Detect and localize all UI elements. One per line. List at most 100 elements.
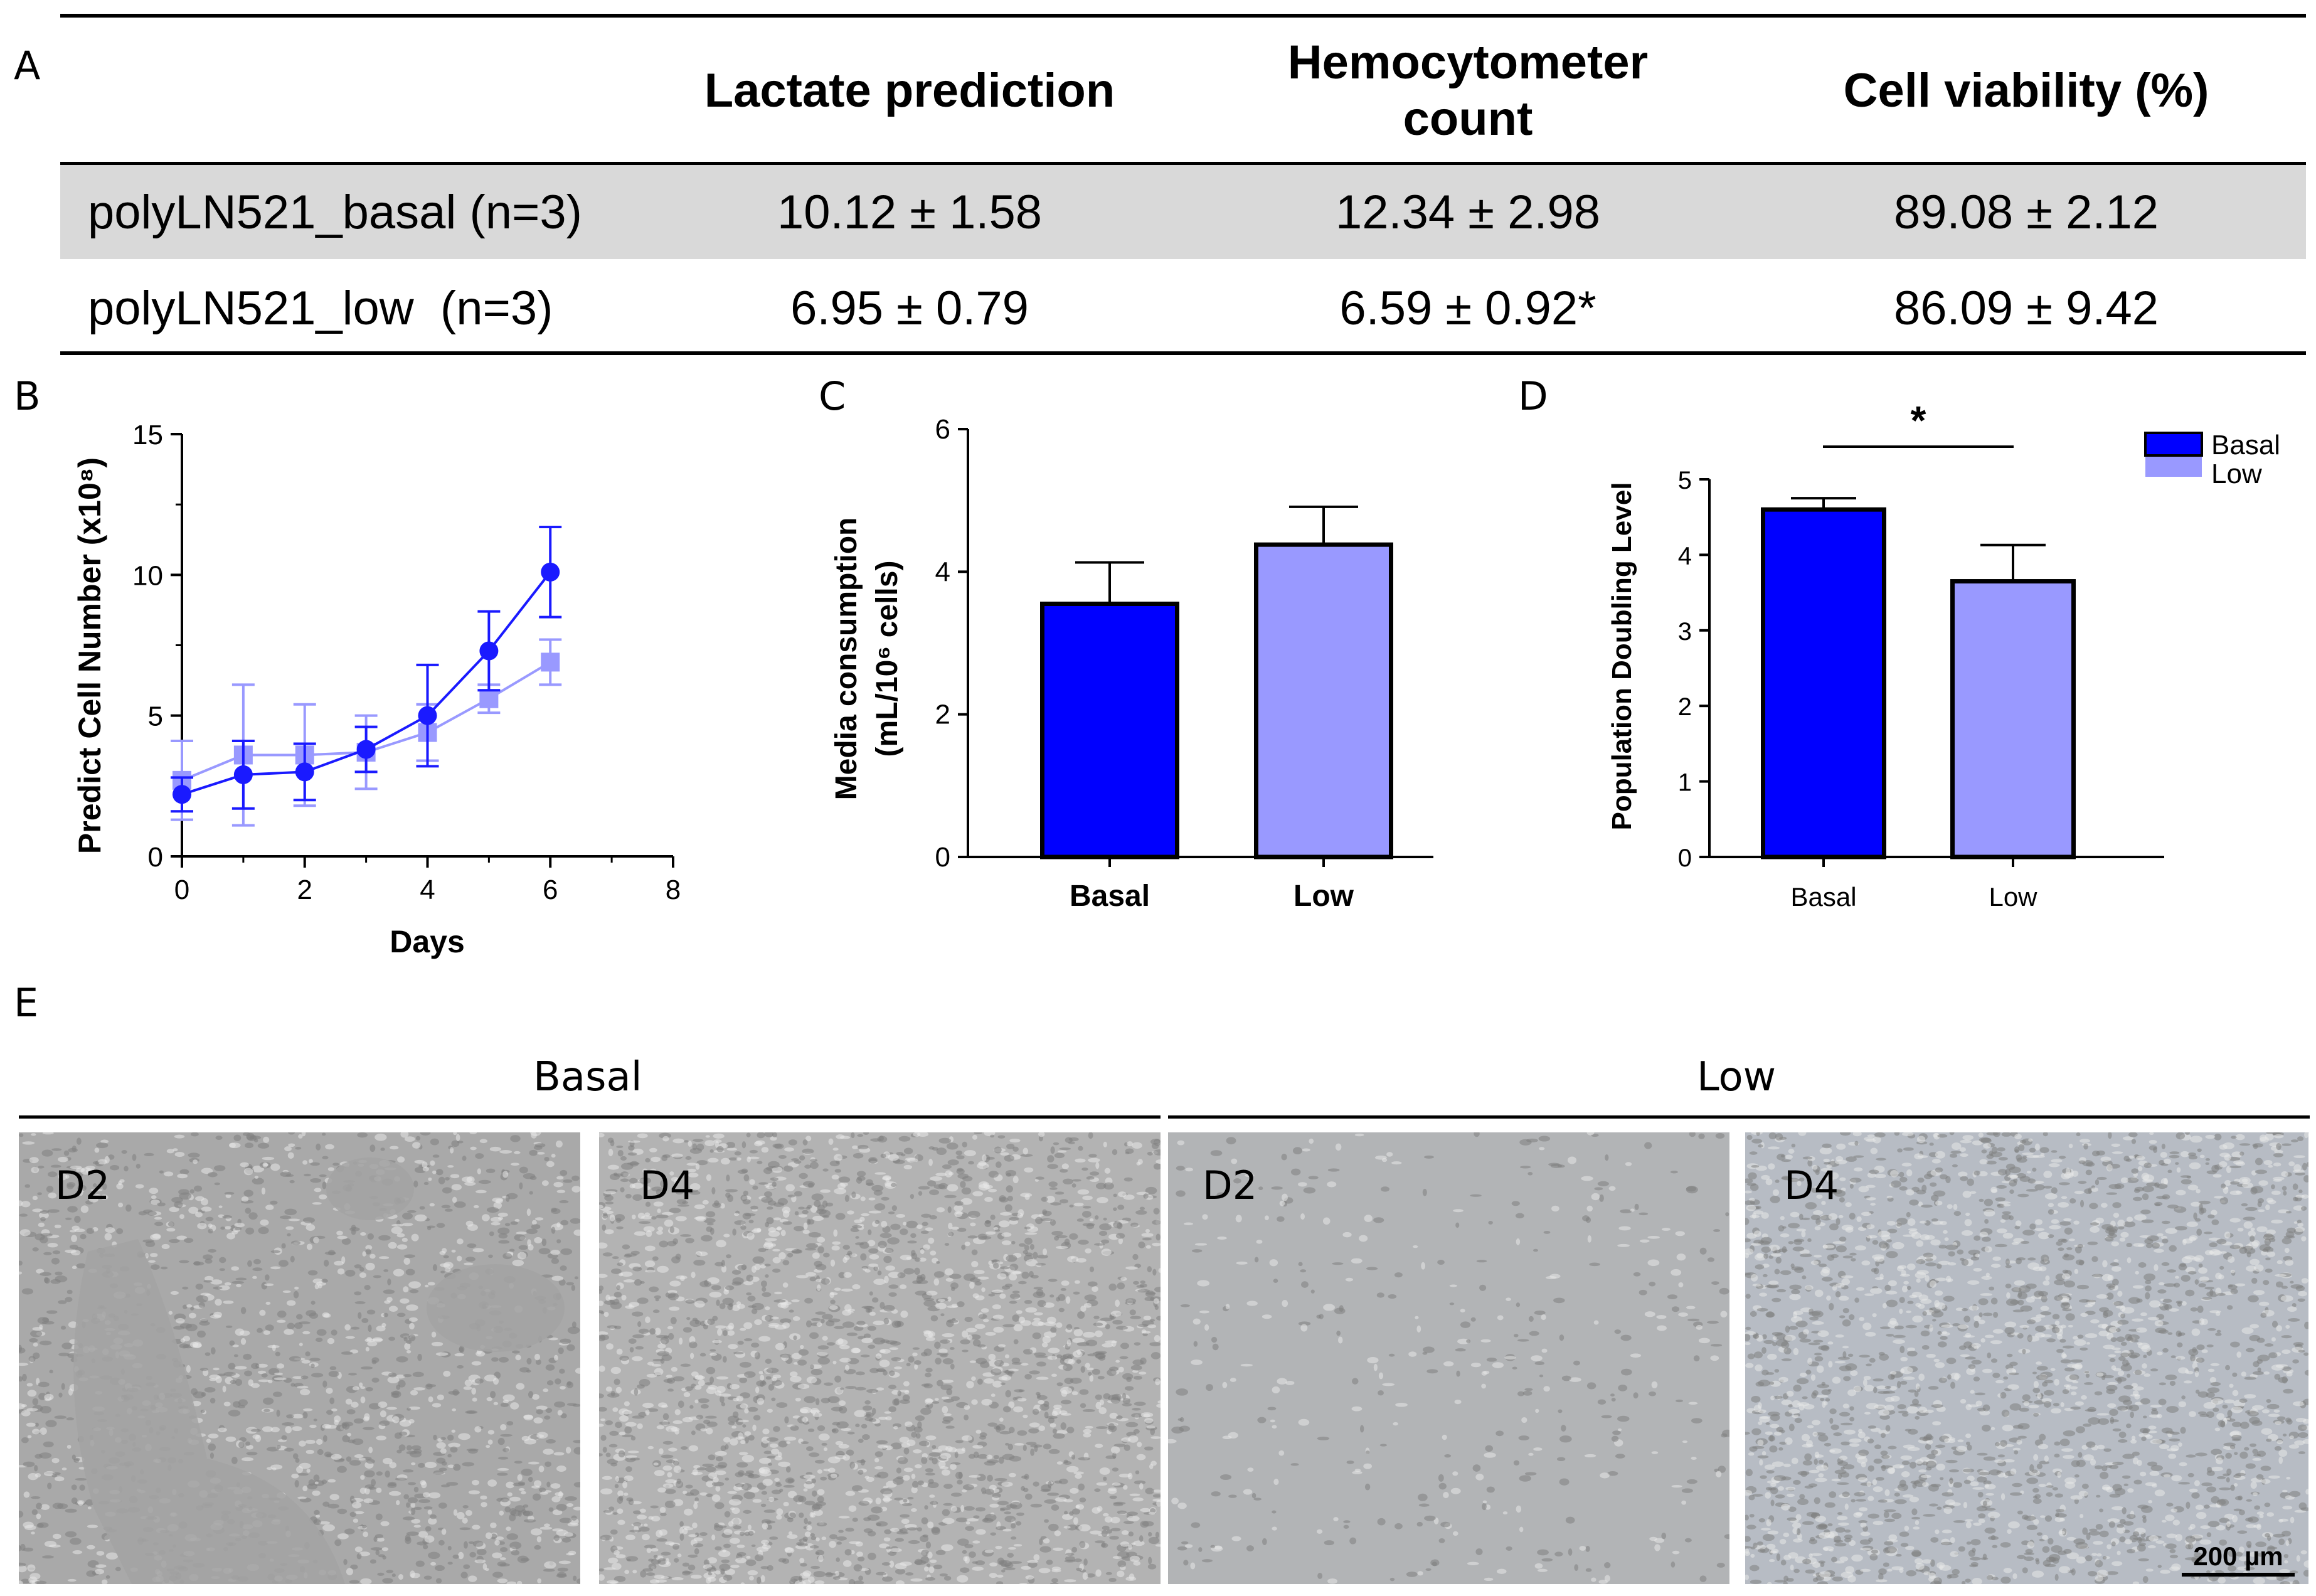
cell-speck — [1095, 1215, 1099, 1220]
cell-speck — [1303, 1187, 1316, 1194]
cell-speck — [373, 1275, 382, 1279]
cell-speck — [499, 1510, 504, 1516]
cell-speck — [272, 1467, 277, 1471]
cell-speck — [225, 1436, 236, 1442]
cell-speck — [144, 1152, 154, 1157]
cell-speck — [709, 1353, 718, 1356]
cell-speck — [904, 1390, 910, 1395]
cell-speck — [891, 1205, 897, 1211]
cell-speck — [783, 1501, 789, 1507]
cell-speck — [1117, 1205, 1125, 1210]
cell-speck — [1041, 1484, 1051, 1492]
cell-speck — [1024, 1226, 1031, 1230]
cell-speck — [1120, 1343, 1130, 1349]
cell-speck — [742, 1212, 752, 1220]
cell-speck — [359, 1382, 363, 1388]
cell-speck — [566, 1282, 575, 1285]
cell-speck — [858, 1575, 863, 1581]
cell-speck — [198, 1302, 205, 1308]
cell-speck — [1137, 1442, 1142, 1447]
cell-speck — [1359, 1425, 1364, 1433]
cell-speck — [49, 1370, 53, 1374]
cell-speck — [888, 1272, 901, 1279]
cell-speck — [1543, 1386, 1550, 1392]
cell-speck — [391, 1226, 403, 1234]
cell-speck — [445, 1208, 453, 1212]
cell-speck — [1699, 1247, 1707, 1255]
cell-speck — [29, 1338, 38, 1343]
cell-speck — [21, 1437, 29, 1444]
cell-speck — [279, 1215, 292, 1220]
y-tick-label: 4 — [935, 556, 950, 587]
cell-speck — [964, 1506, 975, 1511]
cell-speck — [23, 1547, 34, 1552]
cell-speck — [942, 1333, 955, 1338]
cell-speck — [941, 1544, 953, 1551]
cell-speck — [506, 1481, 514, 1489]
cell-speck — [40, 1216, 46, 1221]
cell-speck — [643, 1226, 655, 1232]
cell-speck — [653, 1555, 658, 1558]
cell-speck — [387, 1482, 397, 1488]
cell-speck — [388, 1336, 396, 1341]
cell-speck — [368, 1324, 372, 1333]
cell-speck — [921, 1549, 930, 1556]
cell-speck — [868, 1552, 876, 1560]
cell-speck — [224, 1282, 231, 1286]
cell-speck — [743, 1190, 748, 1196]
cell-speck — [406, 1210, 417, 1213]
cell-speck — [765, 1274, 769, 1278]
cell-speck — [413, 1449, 422, 1454]
cell-speck — [561, 1537, 571, 1543]
header-lactate: Lactate prediction — [704, 64, 1115, 117]
cell-speck — [231, 1457, 238, 1464]
cell-speck — [292, 1413, 304, 1418]
cell-speck — [885, 1416, 892, 1421]
cell-speck — [1216, 1192, 1226, 1198]
cell-speck — [347, 1432, 351, 1437]
cell-speck — [1083, 1432, 1092, 1438]
cell-speck — [629, 1457, 640, 1460]
cell-speck — [665, 1479, 677, 1484]
cell-speck — [694, 1497, 699, 1502]
cell-speck — [1050, 1582, 1059, 1584]
cell-speck — [1051, 1410, 1058, 1417]
cell-speck — [1097, 1506, 1103, 1512]
cell-speck — [1557, 1164, 1565, 1168]
cell-speck — [1082, 1572, 1088, 1580]
cell-speck — [1011, 1240, 1016, 1245]
cell-speck — [1481, 1383, 1486, 1389]
cell-speck — [1129, 1573, 1135, 1580]
cell-speck — [438, 1540, 445, 1546]
cell-speck — [1039, 1403, 1049, 1411]
cell-speck — [379, 1256, 390, 1260]
cell-speck — [556, 1465, 566, 1472]
cell-speck — [551, 1226, 556, 1234]
cell-speck — [326, 1387, 333, 1394]
cell-speck — [743, 1509, 752, 1514]
cell-speck — [243, 1168, 253, 1176]
cell-speck — [1048, 1279, 1058, 1282]
cell-speck — [472, 1524, 481, 1530]
cell-speck — [622, 1481, 628, 1489]
cell-speck — [829, 1305, 838, 1311]
cell-speck — [1095, 1353, 1106, 1359]
cell-speck — [941, 1380, 954, 1383]
cell-speck — [1497, 1315, 1504, 1321]
cell-speck — [803, 1222, 808, 1230]
cell-speck — [205, 1352, 211, 1356]
y-tick-label: 5 — [1678, 467, 1692, 494]
cell-speck — [1142, 1237, 1152, 1241]
cell-speck — [1422, 1351, 1428, 1355]
cell-speck — [944, 1194, 957, 1198]
cell-speck — [452, 1555, 460, 1559]
cell-speck — [292, 1426, 302, 1432]
cell-speck — [517, 1252, 527, 1260]
cell-speck — [688, 1445, 699, 1452]
cell-speck — [1034, 1352, 1046, 1356]
cell-speck — [705, 1466, 716, 1472]
cell-speck — [1103, 1476, 1107, 1481]
cell-speck — [1105, 1340, 1118, 1344]
cell-speck — [571, 1284, 576, 1291]
cell-speck — [1021, 1565, 1031, 1570]
